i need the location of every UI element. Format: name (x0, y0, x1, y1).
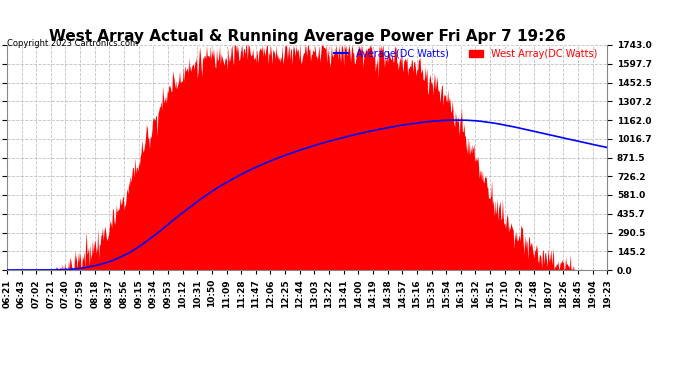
Legend: Average(DC Watts), West Array(DC Watts): Average(DC Watts), West Array(DC Watts) (330, 45, 601, 63)
Text: Copyright 2023 Cartronics.com: Copyright 2023 Cartronics.com (7, 39, 138, 48)
Title: West Array Actual & Running Average Power Fri Apr 7 19:26: West Array Actual & Running Average Powe… (48, 29, 566, 44)
